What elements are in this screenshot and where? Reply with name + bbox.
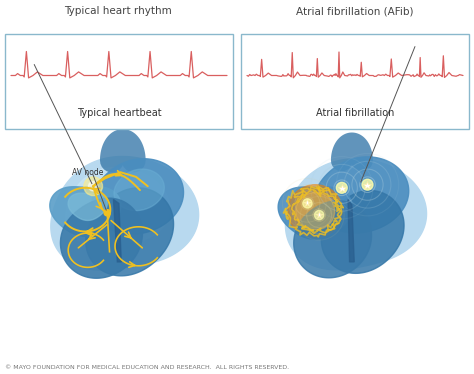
Polygon shape	[61, 198, 143, 278]
Text: Atrial fibrillation: Atrial fibrillation	[316, 108, 394, 118]
Text: © MAYO FOUNDATION FOR MEDICAL EDUCATION AND RESEARCH.  ALL RIGHTS RESERVED.: © MAYO FOUNDATION FOR MEDICAL EDUCATION …	[5, 365, 289, 370]
Text: Sinus node
impulse: Sinus node impulse	[13, 44, 55, 64]
Text: Typical heartbeat: Typical heartbeat	[77, 108, 161, 118]
Polygon shape	[314, 157, 409, 233]
Polygon shape	[321, 190, 404, 273]
Polygon shape	[278, 187, 352, 239]
Polygon shape	[92, 159, 183, 234]
Text: Typical heart rhythm: Typical heart rhythm	[64, 6, 172, 16]
Polygon shape	[285, 159, 427, 270]
Polygon shape	[294, 201, 372, 278]
Circle shape	[314, 211, 324, 220]
Ellipse shape	[288, 185, 343, 238]
FancyBboxPatch shape	[5, 34, 233, 129]
Text: Atrial fibrillation (AFib): Atrial fibrillation (AFib)	[296, 6, 414, 16]
Circle shape	[362, 179, 373, 190]
Polygon shape	[51, 156, 199, 270]
Circle shape	[336, 183, 347, 193]
Circle shape	[89, 181, 98, 191]
Polygon shape	[86, 188, 173, 276]
Circle shape	[104, 210, 110, 216]
Text: Irregular
impulse: Irregular impulse	[418, 36, 451, 56]
Ellipse shape	[296, 193, 335, 230]
Polygon shape	[68, 193, 107, 220]
Polygon shape	[113, 199, 121, 262]
Polygon shape	[66, 168, 170, 247]
Circle shape	[303, 199, 312, 208]
Polygon shape	[348, 199, 354, 262]
Polygon shape	[114, 169, 164, 211]
Polygon shape	[50, 187, 121, 236]
FancyBboxPatch shape	[241, 34, 469, 129]
Text: AV node: AV node	[72, 168, 103, 177]
Circle shape	[84, 177, 102, 196]
